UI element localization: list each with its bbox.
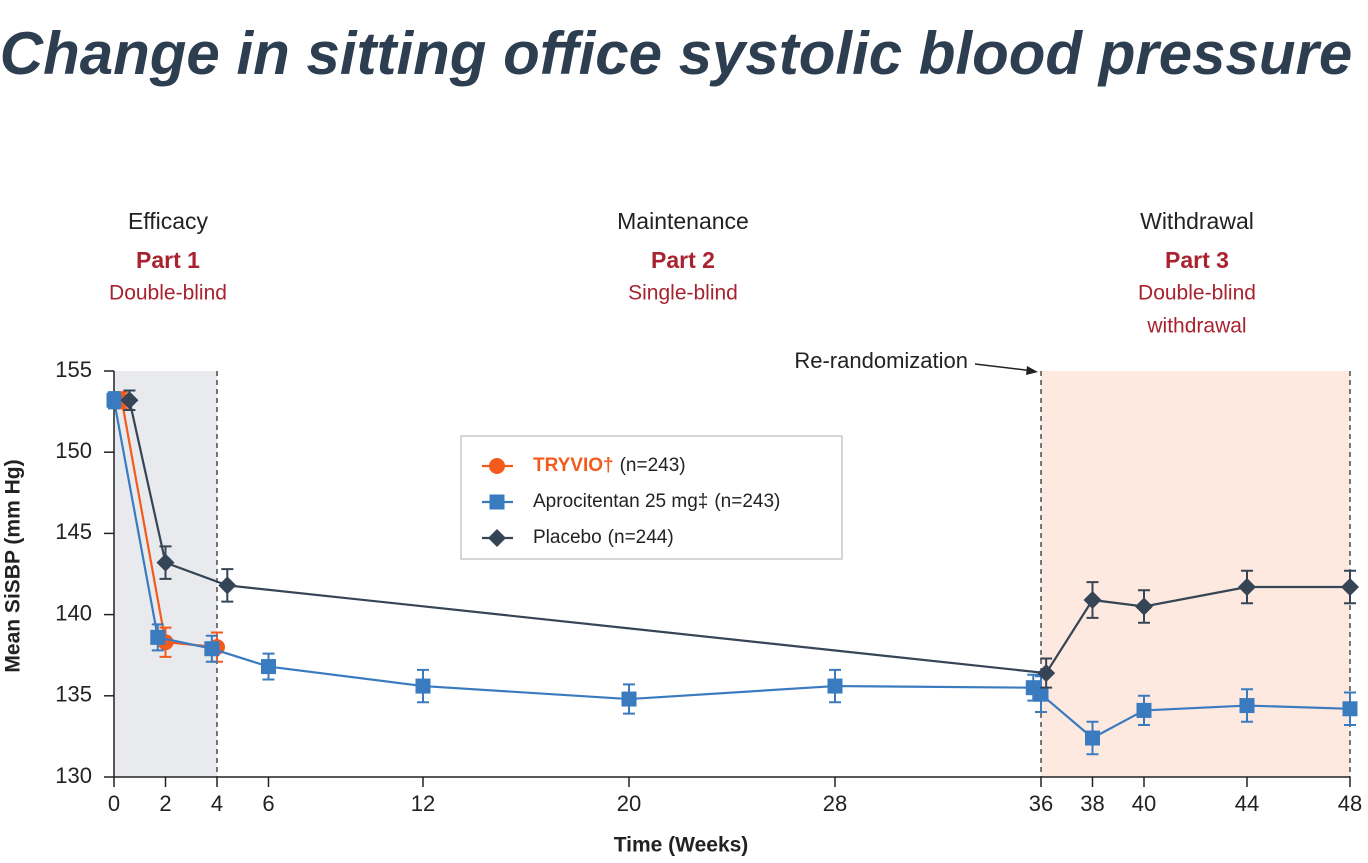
x-tick-label: 4 <box>211 791 223 816</box>
x-tick-label: 20 <box>617 791 641 816</box>
marker <box>106 392 122 408</box>
marker <box>1135 597 1153 616</box>
phase-name: Withdrawal <box>1140 208 1254 234</box>
marker <box>489 458 505 474</box>
annotation-arrowhead <box>1026 366 1038 375</box>
phase-part: Part 3 <box>1165 247 1229 273</box>
marker <box>156 553 175 572</box>
y-tick-label: 135 <box>55 682 92 707</box>
phase-design: Double-blind <box>1138 282 1256 305</box>
series-line <box>128 399 1350 675</box>
x-tick-label: 6 <box>262 791 274 816</box>
marker <box>415 678 431 694</box>
x-tick-label: 44 <box>1235 791 1259 816</box>
x-tick-label: 36 <box>1029 791 1053 816</box>
legend-label: Placebo (n=244) <box>533 527 674 548</box>
marker <box>1238 577 1256 596</box>
y-tick-label: 130 <box>55 763 92 788</box>
marker <box>1341 577 1359 596</box>
phase-design: Single-blind <box>628 282 738 305</box>
phase-name: Maintenance <box>617 208 749 234</box>
y-tick-label: 150 <box>55 438 92 463</box>
marker <box>488 529 506 547</box>
marker <box>1136 702 1152 718</box>
x-tick-label: 12 <box>411 791 435 816</box>
legend-n: (n=243) <box>714 491 780 512</box>
marker <box>489 494 505 510</box>
y-axis-label: Mean SiSBP (mm Hg) <box>2 459 25 672</box>
legend-n: (n=244) <box>608 527 674 548</box>
legend-box <box>460 435 843 560</box>
phase-headers: Efficacy Part 1 Double-blind Maintenance Par… <box>109 208 1256 337</box>
marker <box>1085 730 1100 746</box>
y-tick-label: 155 <box>55 357 92 382</box>
phase-design: withdrawal <box>1146 315 1246 338</box>
phase-name: Efficacy <box>128 208 209 234</box>
x-tick-label: 0 <box>108 791 120 816</box>
chart-title: Change in sitting office systolic blood … <box>0 20 1352 87</box>
marker <box>1342 701 1358 717</box>
marker <box>1083 590 1102 609</box>
x-axis-label: Time (Weeks) <box>614 834 749 857</box>
annotation-arrow <box>974 363 1035 372</box>
legend-label: TRYVIO† (n=243) <box>533 455 686 476</box>
legend-label: Aprocitentan 25 mg‡ (n=243) <box>533 491 780 512</box>
phase-design: Double-blind <box>109 282 227 305</box>
legend-n: (n=243) <box>620 455 686 476</box>
marker <box>1037 664 1056 683</box>
legend-name: Placebo <box>533 527 602 548</box>
legend-name: TRYVIO† <box>533 455 614 476</box>
x-tick-label: 28 <box>823 791 847 816</box>
x-tick-label: 48 <box>1338 791 1362 816</box>
marker <box>261 659 276 675</box>
marker <box>1033 686 1049 702</box>
x-tick-label: 40 <box>1132 791 1156 816</box>
marker <box>150 629 166 645</box>
annotation: Re-randomization <box>794 348 968 373</box>
marker <box>120 391 139 410</box>
y-tick-label: 140 <box>55 600 92 625</box>
marker <box>204 641 220 657</box>
marker <box>1239 698 1255 714</box>
marker <box>218 576 237 595</box>
legend-name: Aprocitentan 25 mg‡ <box>533 491 708 512</box>
phase-part: Part 1 <box>136 247 200 273</box>
x-tick-label: 2 <box>159 791 171 816</box>
marker <box>827 678 843 694</box>
phase-part: Part 2 <box>651 247 715 273</box>
x-tick-label: 38 <box>1080 791 1104 816</box>
marker <box>621 691 637 707</box>
y-tick-label: 145 <box>55 519 92 544</box>
shaded-region <box>1041 371 1350 777</box>
